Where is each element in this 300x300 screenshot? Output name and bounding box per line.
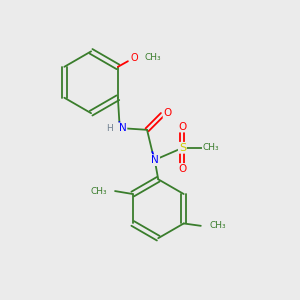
- Text: O: O: [178, 164, 187, 174]
- Text: CH₃: CH₃: [209, 221, 226, 230]
- Text: CH₃: CH₃: [144, 52, 161, 62]
- Text: CH₃: CH₃: [90, 187, 107, 196]
- Text: N: N: [152, 155, 159, 165]
- Text: O: O: [178, 122, 187, 132]
- Text: O: O: [131, 53, 139, 63]
- Text: O: O: [164, 108, 172, 118]
- Text: H: H: [106, 124, 113, 133]
- Text: N: N: [119, 123, 127, 134]
- Text: S: S: [179, 143, 186, 153]
- Text: CH₃: CH₃: [202, 143, 219, 152]
